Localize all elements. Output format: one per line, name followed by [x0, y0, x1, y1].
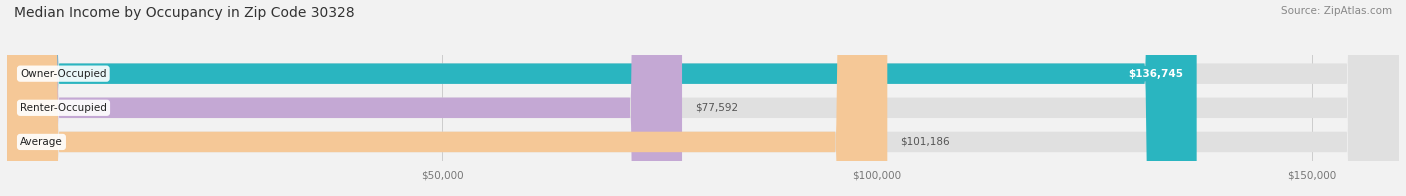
Text: Median Income by Occupancy in Zip Code 30328: Median Income by Occupancy in Zip Code 3…: [14, 6, 354, 20]
FancyBboxPatch shape: [7, 0, 1399, 196]
FancyBboxPatch shape: [7, 0, 1399, 196]
Text: $136,745: $136,745: [1129, 69, 1184, 79]
FancyBboxPatch shape: [7, 0, 887, 196]
FancyBboxPatch shape: [7, 0, 682, 196]
Text: $101,186: $101,186: [900, 137, 950, 147]
FancyBboxPatch shape: [7, 0, 1399, 196]
Text: Source: ZipAtlas.com: Source: ZipAtlas.com: [1281, 6, 1392, 16]
Text: Average: Average: [20, 137, 63, 147]
Text: Renter-Occupied: Renter-Occupied: [20, 103, 107, 113]
FancyBboxPatch shape: [7, 0, 1197, 196]
Text: Owner-Occupied: Owner-Occupied: [20, 69, 107, 79]
Text: $77,592: $77,592: [695, 103, 738, 113]
